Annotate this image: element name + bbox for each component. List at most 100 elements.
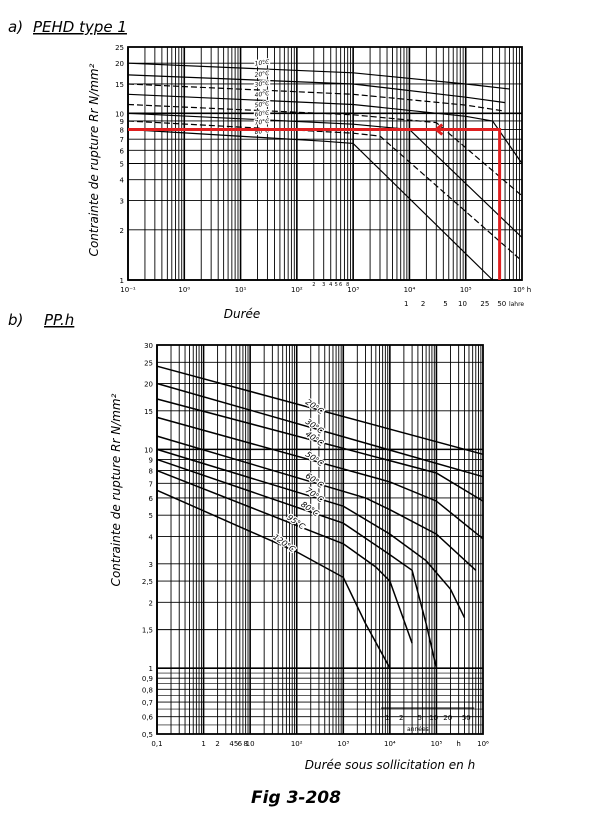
panel-a-label: a)	[8, 18, 23, 36]
x-tick-label: 8	[346, 282, 349, 288]
series-label: 40°C	[254, 90, 270, 99]
series-label: 20°C	[304, 397, 326, 416]
plot-frame	[156, 344, 484, 735]
x-unit-label: h	[456, 740, 460, 748]
series-label: 20°C	[254, 70, 270, 79]
years-tick-label: 50	[497, 300, 506, 308]
x-tick-label: 2	[215, 740, 219, 748]
y-tick-label: 25	[144, 359, 153, 367]
y-tick-label: 10	[144, 446, 153, 454]
years-tick-label: 10	[458, 300, 467, 308]
years-tick-label: 50	[462, 714, 471, 722]
series-line-40degc	[156, 398, 484, 502]
years-tick-label: 2	[399, 714, 403, 722]
x-tick-label: 10⁵	[460, 286, 472, 294]
series-line-95degc	[156, 469, 413, 644]
y-tick-label: 10	[115, 110, 124, 118]
x-tick-label: 0,1	[151, 740, 162, 748]
x-tick-label: 3	[322, 282, 325, 288]
y-tick-label: 1	[120, 277, 124, 285]
x-tick-label: 10²	[291, 740, 303, 748]
y-tick-label: 20	[115, 60, 124, 68]
y-tick-label: 5	[120, 161, 124, 169]
series-line-50degc	[127, 103, 523, 197]
panel-b-label: b)	[8, 311, 23, 329]
y-tick-label: 3	[149, 561, 153, 569]
series-label: 60°C	[254, 109, 270, 118]
y-tick-label: 0,6	[142, 714, 154, 722]
series-line-30degc	[127, 83, 506, 112]
panel-b-title: PP.h	[44, 311, 74, 329]
years-tick-label: 5	[417, 714, 421, 722]
series-line-60degc	[127, 112, 523, 238]
y-tick-label: 15	[115, 81, 124, 89]
y-tick-label: 9	[149, 456, 153, 464]
years-unit-label: années	[407, 726, 429, 733]
series-line-40degc	[127, 93, 523, 164]
series-line-50degc	[156, 416, 484, 540]
years-tick-label: 20	[443, 714, 452, 722]
y-tick-label: 4	[149, 533, 154, 541]
series-label: 120°C	[271, 532, 297, 554]
panel-b-xlabel: Durée sous sollicitation en h	[305, 758, 475, 772]
y-tick-label: 2	[149, 599, 153, 607]
series-label: 50°C	[254, 100, 270, 109]
years-tick-label: 1	[404, 300, 408, 308]
years-tick-label: 10	[429, 714, 438, 722]
series-line-70degc	[156, 448, 466, 619]
y-tick-label: 5	[149, 512, 153, 520]
x-tick-label: 8	[243, 740, 247, 748]
y-tick-label: 6	[120, 147, 125, 155]
x-tick-label: 1	[201, 740, 205, 748]
series-line-30degc	[156, 382, 484, 478]
series-line-80degc	[127, 128, 494, 281]
x-tick-label: 10⁴	[384, 740, 396, 748]
y-tick-label: 0,7	[142, 699, 153, 707]
x-tick-label: 6	[339, 282, 342, 288]
reading-arrow	[433, 123, 451, 136]
y-tick-label: 1,5	[142, 627, 153, 635]
series-line-60degc	[156, 435, 477, 571]
series-label: 10°C	[254, 58, 270, 67]
years-unit-label: lahre	[509, 301, 524, 308]
series-line-10degc	[127, 62, 510, 90]
y-tick-label: 7	[120, 136, 124, 144]
panel-b-ylabel: Contrainte de rupture Rr N/mm²	[109, 393, 123, 586]
y-tick-label: 15	[144, 408, 153, 416]
x-tick-label: 10	[246, 740, 255, 748]
y-tick-label: 2	[120, 227, 124, 235]
y-tick-label: 30	[144, 342, 153, 350]
reading-path	[128, 128, 502, 280]
series-label: 50°C	[304, 450, 326, 469]
series-line-120degc	[156, 489, 391, 669]
y-tick-label: 4	[120, 177, 125, 185]
series-line-20degc	[127, 74, 506, 104]
x-tick-label: 10³	[347, 286, 359, 294]
series-line-20degc	[156, 365, 484, 456]
figure-caption: Fig 3-208	[251, 788, 341, 808]
y-tick-label: 0,5	[142, 731, 153, 739]
x-tick-label: 5	[335, 282, 338, 288]
y-tick-label: 8	[120, 126, 124, 134]
y-tick-label: 1	[149, 665, 153, 673]
panel-a-ylabel: Contrainte de rupture Rr N/mm²	[87, 63, 101, 256]
years-tick-label: 5	[443, 300, 447, 308]
y-tick-label: 3	[120, 197, 124, 205]
y-tick-label: 7	[149, 480, 153, 488]
chart-pp-h: 0,50,60,70,80,911,522,534567891015202530…	[142, 342, 489, 748]
x-tick-label: 10⁵	[431, 740, 443, 748]
series-label: 70°C	[254, 118, 270, 127]
x-tick-label: 10⁶ h	[513, 286, 531, 294]
x-tick-label: 5	[234, 740, 238, 748]
y-tick-label: 0,9	[142, 675, 153, 683]
x-tick-label: 10⁰	[178, 286, 190, 294]
x-tick-label: 10⁻¹	[120, 286, 136, 294]
x-tick-label: 4	[229, 740, 234, 748]
x-tick-label: 10⁶	[477, 740, 489, 748]
x-tick-label: 10¹	[235, 286, 247, 294]
y-tick-label: 25	[115, 44, 124, 52]
x-tick-label: 2	[312, 282, 315, 288]
y-tick-label: 9	[120, 118, 124, 126]
